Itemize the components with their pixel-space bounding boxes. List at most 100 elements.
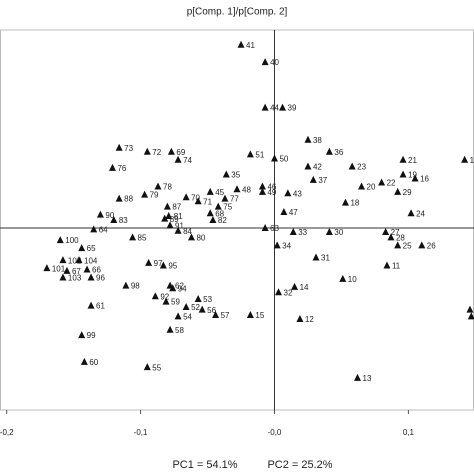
point-label: 83 xyxy=(119,216,128,225)
point xyxy=(387,233,395,241)
point-label: 29 xyxy=(403,188,412,197)
point xyxy=(237,40,245,48)
point-label: 24 xyxy=(416,209,425,218)
point-label: 100 xyxy=(65,236,79,245)
point-label: 10 xyxy=(348,275,357,284)
point xyxy=(90,225,98,233)
point-label: 96 xyxy=(96,274,105,283)
point-label: 60 xyxy=(89,358,98,367)
point xyxy=(214,202,222,210)
point xyxy=(122,281,130,289)
point-label: 32 xyxy=(284,288,293,297)
point-label: 94 xyxy=(178,284,187,293)
point xyxy=(291,282,299,290)
point-label: 68 xyxy=(215,209,224,218)
point-label: 48 xyxy=(242,185,251,194)
point xyxy=(261,224,269,232)
point xyxy=(108,163,116,171)
point xyxy=(87,273,95,281)
point xyxy=(63,266,71,274)
point xyxy=(43,264,51,272)
point xyxy=(466,305,474,313)
point-label: 65 xyxy=(87,244,96,253)
point-label: 55 xyxy=(152,363,161,372)
point xyxy=(194,197,202,205)
point xyxy=(279,103,287,111)
point-label: 57 xyxy=(221,311,230,320)
point-label: 75 xyxy=(223,203,232,212)
x-tick-label: 0,1 xyxy=(403,428,415,437)
point-label: 35 xyxy=(231,171,240,180)
point xyxy=(143,147,151,155)
point-label: 19 xyxy=(408,171,417,180)
point-label: 50 xyxy=(279,155,288,164)
point-label: 103 xyxy=(68,274,82,283)
point xyxy=(399,155,407,163)
point xyxy=(154,182,162,190)
point xyxy=(80,357,88,365)
point-label: 89 xyxy=(170,215,179,224)
point xyxy=(354,373,362,381)
annotation: PC1 = 54.1% xyxy=(172,459,237,471)
point-label: 78 xyxy=(163,183,172,192)
x-tick-label: -0,1 xyxy=(134,428,148,437)
point-label: 40 xyxy=(270,58,279,67)
point xyxy=(407,209,415,217)
point-label: 20 xyxy=(367,183,376,192)
point-label: 77 xyxy=(230,195,239,204)
point xyxy=(399,170,407,178)
point-label: 84 xyxy=(183,227,192,236)
point xyxy=(378,178,386,186)
point-label: 43 xyxy=(293,189,302,198)
point xyxy=(167,147,175,155)
point-label: 41 xyxy=(246,41,255,50)
point xyxy=(182,302,190,310)
point-label: 49 xyxy=(267,188,276,197)
point xyxy=(182,193,190,201)
point-label: 95 xyxy=(168,262,177,271)
point-label: 15 xyxy=(255,311,264,320)
point-label: 44 xyxy=(270,104,279,113)
point xyxy=(206,187,214,195)
point xyxy=(166,221,174,229)
point-label: 99 xyxy=(87,331,96,340)
point-label: 64 xyxy=(99,225,108,234)
point-label: 81 xyxy=(174,212,183,221)
point xyxy=(382,228,390,236)
point xyxy=(59,273,67,281)
point xyxy=(246,311,254,318)
point-label: 90 xyxy=(105,211,114,220)
point xyxy=(110,216,118,223)
point-label: 54 xyxy=(183,312,192,321)
point xyxy=(222,170,230,178)
point xyxy=(280,207,288,215)
point-label: 70 xyxy=(191,193,200,202)
point xyxy=(325,147,333,155)
point xyxy=(304,162,312,170)
point xyxy=(87,301,95,309)
point-label: 104 xyxy=(84,256,98,265)
point xyxy=(166,325,174,333)
point xyxy=(309,175,317,183)
point xyxy=(159,261,167,269)
point xyxy=(78,331,86,339)
point xyxy=(198,305,206,313)
point xyxy=(304,135,312,143)
point-label: 36 xyxy=(334,148,343,157)
point-label: 14 xyxy=(300,283,309,292)
point-label: 58 xyxy=(175,326,184,335)
point-label: 82 xyxy=(218,216,227,225)
x-tick-label: -0,2 xyxy=(0,428,14,437)
point xyxy=(325,228,333,236)
point-label: 45 xyxy=(215,188,224,197)
annotation: PC2 = 25.2% xyxy=(267,459,332,471)
point-label: 62 xyxy=(175,282,184,291)
point-label: 71 xyxy=(203,197,212,206)
point-label: 97 xyxy=(154,259,163,268)
point-label: 22 xyxy=(387,179,396,188)
point-label: 102 xyxy=(68,256,82,265)
point xyxy=(394,241,402,249)
point xyxy=(161,214,169,222)
point-label: 21 xyxy=(408,156,417,165)
